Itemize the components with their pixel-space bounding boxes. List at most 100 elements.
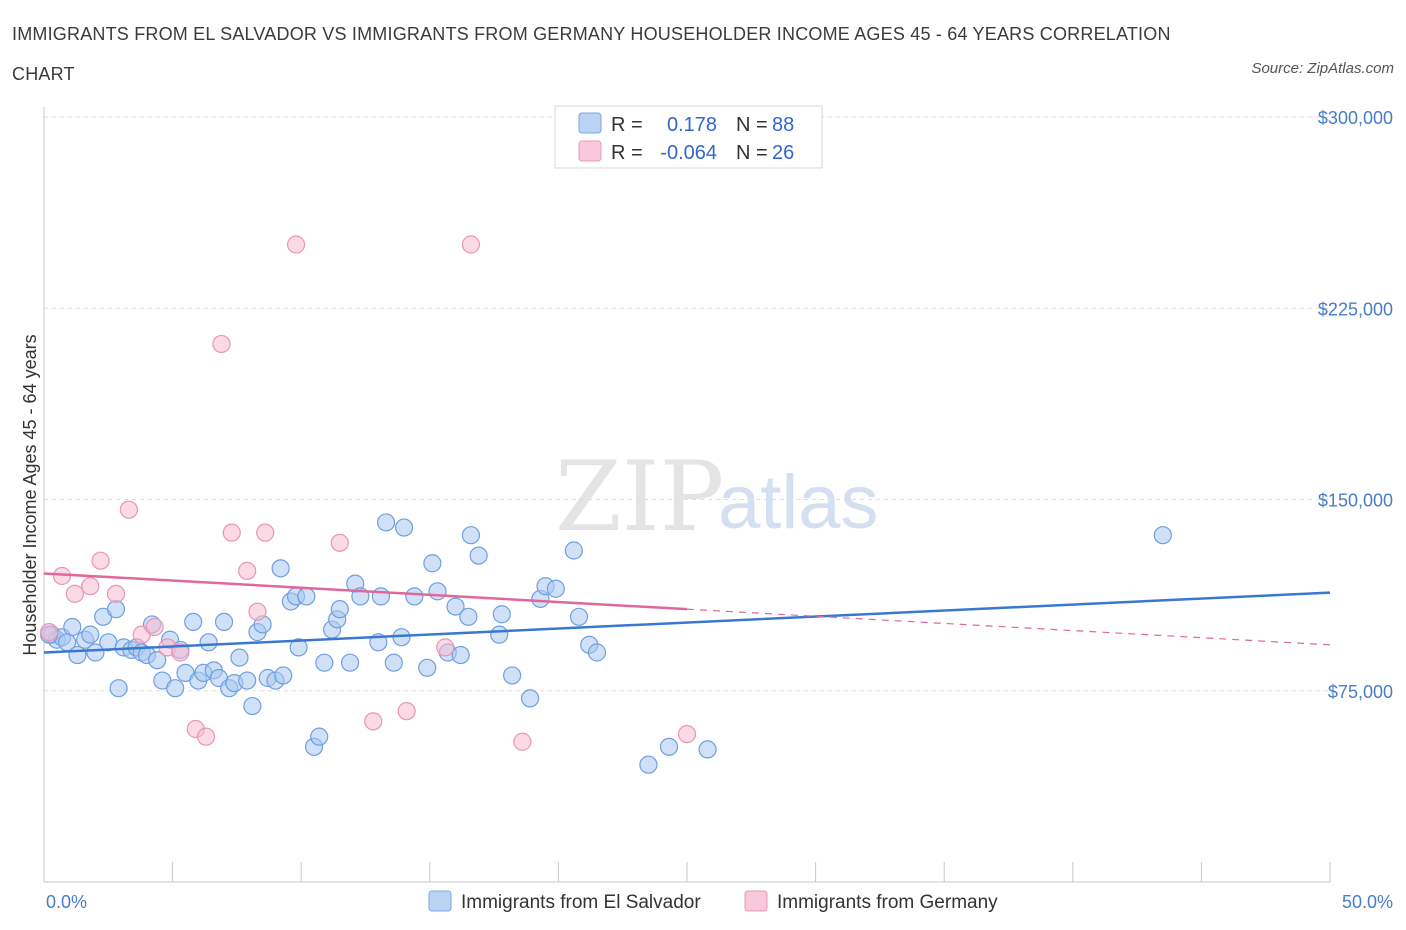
el-salvador-point-45 (289, 638, 308, 657)
germany-point-16 (248, 602, 267, 621)
germany-point-5 (106, 584, 126, 603)
el-salvador-point-42 (274, 666, 293, 685)
y-tick-label-3: $300,000 (1318, 108, 1393, 128)
trend-line-germany (43, 572, 688, 611)
el-salvador-point-52 (330, 600, 349, 619)
trend-line-el-salvador (43, 591, 1331, 654)
y-tick-labels: $75,000 $150,000 $225,000 $300,000 (1318, 108, 1393, 702)
el-salvador-point-28 (199, 633, 218, 652)
el-salvador-point-72 (490, 625, 509, 644)
el-salvador-point-36 (243, 696, 262, 716)
el-salvador-point-68 (451, 645, 470, 665)
germany-point-21 (397, 702, 416, 721)
el-salvador-point-80 (569, 607, 589, 626)
y-tick-label-1: $150,000 (1318, 491, 1393, 511)
chart-title-line2: CHART (12, 64, 75, 84)
el-salvador-point-65 (428, 582, 447, 601)
x-tick-label-min: 0.0% (46, 892, 87, 912)
germany-point-15 (238, 561, 257, 581)
el-salvador-point-22 (166, 679, 185, 698)
y-tick-label-2: $225,000 (1318, 299, 1393, 319)
el-salvador-point-62 (405, 587, 424, 606)
legend-swatch-blue (578, 112, 602, 134)
el-salvador-point-86 (1153, 526, 1172, 545)
germany-point-13 (212, 334, 231, 354)
gridlines (44, 116, 1330, 692)
el-salvador-point-34 (230, 648, 249, 667)
axes (43, 107, 1331, 883)
el-salvador-point-82 (587, 643, 607, 662)
x-tick-label-max: 50.0% (1342, 892, 1393, 912)
el-salvador-point-83 (639, 755, 658, 774)
watermark: ZIP atlas (555, 441, 879, 553)
watermark-atlas: atlas (718, 460, 879, 545)
germany-point-18 (286, 235, 306, 254)
germany-point-25 (677, 724, 697, 744)
series-legend: Immigrants from El Salvador Immigrants f… (428, 890, 998, 913)
germany-point-17 (256, 523, 275, 542)
el-salvador-point-63 (418, 658, 437, 677)
legend-r-label-blue: R = (611, 114, 643, 136)
germany-point-4 (91, 551, 110, 570)
legend-n-value-pink: 26 (772, 142, 794, 164)
legend: R = 0.178 N = 88 R = -0.064 N = 26 (554, 105, 823, 169)
x-tick-labels: 0.0% 50.0% (46, 892, 1393, 912)
legend-swatch-pink (578, 140, 602, 162)
germany-point-12 (196, 727, 216, 746)
el-salvador-point-53 (340, 653, 360, 672)
el-salvador-point-84 (659, 737, 679, 756)
germany-point-8 (145, 617, 164, 637)
el-salvador-point-58 (376, 513, 396, 532)
watermark-zip: ZIP (555, 441, 724, 553)
el-salvador-point-35 (238, 671, 257, 690)
germany-point-3 (81, 577, 100, 596)
y-tick-label-0: $75,000 (1328, 682, 1393, 702)
el-salvador-point-19 (148, 651, 167, 670)
el-salvador-point-8 (86, 643, 105, 662)
el-salvador-point-64 (423, 554, 442, 573)
el-salvador-point-69 (459, 607, 478, 626)
el-salvador-point-5 (68, 645, 87, 665)
el-salvador-point-12 (109, 679, 128, 698)
el-salvador-point-59 (384, 653, 403, 672)
germany-point-23 (461, 235, 481, 254)
el-salvador-point-4 (63, 617, 82, 637)
germany-point-20 (364, 712, 383, 731)
legend-r-label-pink: R = (611, 142, 643, 164)
series-legend-swatch-blue (428, 890, 452, 912)
el-salvador-point-46 (297, 587, 316, 606)
source-label: Source: ZipAtlas.com (1251, 60, 1394, 77)
el-salvador-point-79 (564, 541, 583, 560)
el-salvador-point-49 (315, 653, 334, 672)
legend-r-value-blue: 0.178 (667, 114, 717, 136)
germany-point-24 (513, 732, 532, 751)
legend-n-value-blue: 88 (772, 114, 794, 136)
germany-point-6 (119, 500, 138, 519)
germany-point-10 (171, 643, 190, 662)
germany-point-2 (65, 584, 84, 603)
trend-lines (43, 572, 1331, 654)
germany-point-14 (222, 523, 241, 542)
el-salvador-point-67 (446, 597, 465, 616)
trend-line-germany-extension (686, 608, 1331, 646)
legend-n-label-blue: N = (736, 114, 768, 136)
el-salvador-point-73 (492, 605, 511, 624)
el-salvador-point-70 (461, 526, 481, 545)
chart-title-line1: IMMIGRANTS FROM EL SALVADOR VS IMMIGRANT… (12, 24, 1171, 44)
chart-title: IMMIGRANTS FROM EL SALVADOR VS IMMIGRANT… (12, 20, 1212, 88)
germany-point-0 (40, 622, 59, 642)
el-salvador-point-75 (521, 689, 540, 708)
germany-point-22 (436, 638, 455, 657)
el-salvador-point-41 (271, 559, 290, 578)
el-salvador-point-74 (503, 666, 522, 685)
series-legend-label-blue: Immigrants from El Salvador (461, 892, 701, 913)
el-salvador-point-48 (310, 727, 329, 746)
y-axis-label: Householder Income Ages 45 - 64 years (20, 334, 40, 655)
el-salvador-point-11 (106, 600, 126, 619)
el-salvador-point-61 (394, 518, 414, 537)
germany-point-19 (330, 533, 349, 552)
el-salvador-point-31 (214, 612, 234, 632)
el-salvador-point-57 (371, 587, 391, 606)
series-legend-label-pink: Immigrants from Germany (777, 892, 998, 913)
